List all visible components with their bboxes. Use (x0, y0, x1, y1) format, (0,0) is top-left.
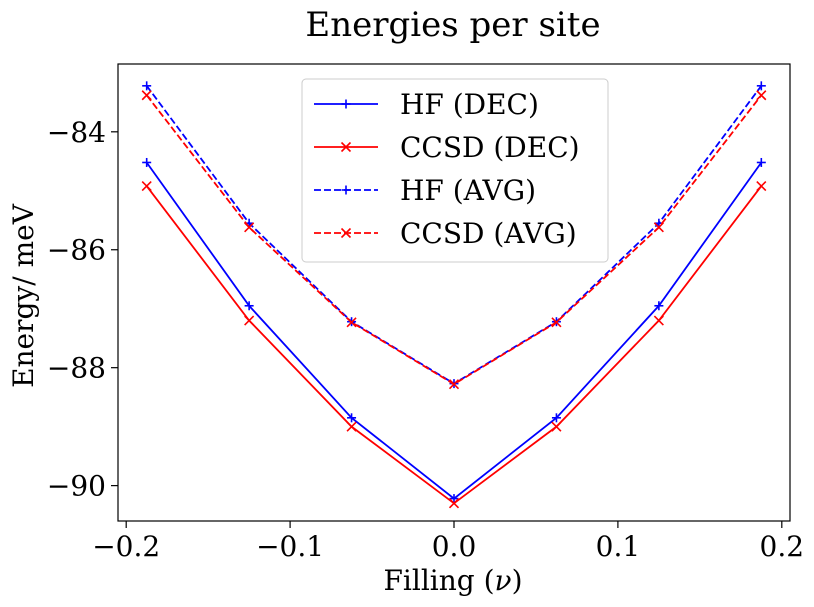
data-point (346, 421, 357, 432)
y-tick-label: −86 (47, 234, 106, 267)
data-point (346, 317, 357, 328)
x-tick-label: 0.2 (760, 530, 805, 563)
data-point (449, 494, 459, 504)
data-point-d2 (448, 379, 460, 390)
legend-marker (340, 227, 352, 239)
data-point-d2 (756, 90, 767, 101)
legend-frame (301, 78, 609, 263)
chart-title: Energies per site (305, 5, 600, 45)
legend-entry[interactable]: CCSD (AVG) (314, 217, 577, 250)
data-point (551, 413, 561, 423)
x-tick-label: −0.1 (256, 530, 324, 563)
data-point (551, 317, 562, 328)
data-point-d2 (551, 421, 562, 432)
data-point-d2 (551, 317, 562, 328)
series-3 (141, 90, 767, 390)
legend-label: HF (AVG) (400, 174, 536, 207)
legend-marker-d2 (340, 141, 352, 153)
data-point (141, 180, 152, 192)
data-point-d2 (653, 222, 664, 233)
series-1 (141, 180, 767, 509)
data-point (244, 222, 255, 233)
data-point (142, 81, 152, 91)
data-point (448, 379, 460, 390)
data-point-d2 (346, 317, 357, 328)
data-point (347, 413, 357, 423)
axes-frame (117, 63, 791, 522)
legend-marker (341, 99, 351, 109)
data-point (141, 90, 152, 101)
data-point-d2 (244, 222, 255, 233)
data-point (244, 301, 254, 311)
legend-entry[interactable]: HF (AVG) (314, 174, 536, 207)
y-tick-label: −88 (47, 352, 106, 385)
y-axis-label: Energy/ meV (7, 203, 40, 388)
legend-label: HF (DEC) (400, 88, 539, 121)
legend-label: CCSD (DEC) (400, 131, 580, 164)
data-point-d2 (244, 315, 255, 326)
data-point (654, 301, 664, 311)
legend-entry[interactable]: HF (DEC) (314, 88, 539, 121)
data-point-d2 (448, 498, 460, 509)
data-point (551, 421, 562, 432)
legend-marker-d2 (340, 227, 352, 239)
x-tick-label: 0.0 (432, 530, 477, 563)
data-point-d2 (346, 421, 357, 432)
data-point-d2 (653, 315, 664, 326)
legend-entry[interactable]: CCSD (DEC) (314, 131, 580, 164)
data-point (756, 81, 766, 91)
x-axis-label: Filling (ν) (384, 564, 523, 597)
plot-area: −0.2 −0.1 0.0 0.1 0.2 −90 −88 −86 −84 (47, 63, 805, 563)
legend-marker (341, 185, 351, 195)
data-point (142, 157, 152, 167)
data-point (653, 222, 664, 233)
series-0 (142, 157, 766, 504)
data-point (244, 315, 255, 326)
y-tick-label: −84 (47, 116, 106, 149)
data-point (756, 180, 767, 192)
data-point (756, 157, 766, 167)
legend-label: CCSD (AVG) (400, 217, 577, 250)
y-tick-label: −90 (47, 470, 106, 503)
data-point-d2 (141, 90, 152, 101)
data-point-d2 (141, 180, 152, 192)
data-point (756, 90, 767, 101)
legend-marker (340, 141, 352, 153)
x-tick-label: 0.1 (596, 530, 641, 563)
data-point (653, 315, 664, 326)
legend: HF (DEC) CCSD (DEC) HF (AVG) CCSD (AVG) (301, 78, 609, 263)
data-point (448, 498, 460, 509)
x-tick-label: −0.2 (92, 530, 160, 563)
data-point-d2 (756, 180, 767, 192)
